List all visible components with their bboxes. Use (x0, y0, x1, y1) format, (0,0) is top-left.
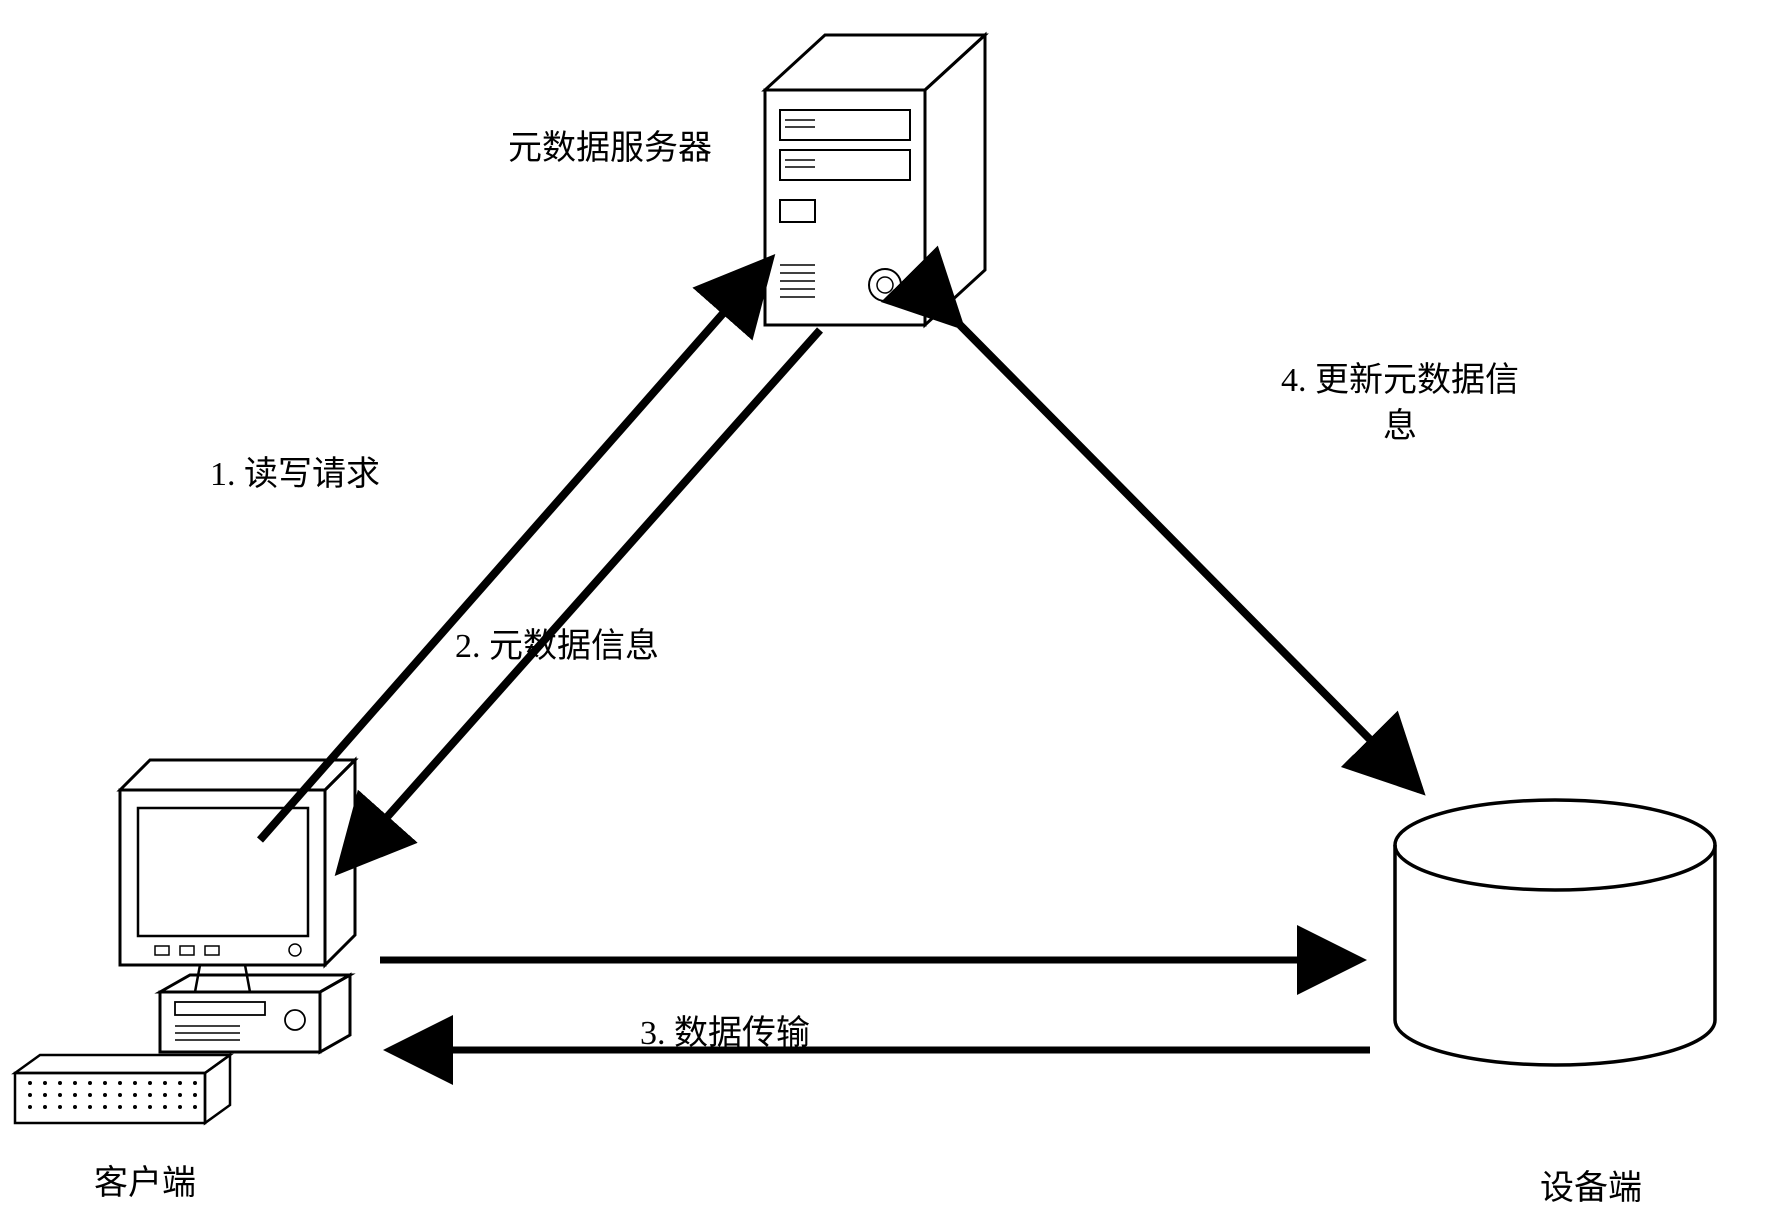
device-label: 设备端 (1540, 1160, 1642, 1209)
edge1-label: 1. 读写请求 (210, 446, 380, 495)
edge4-label-line2: 息 (1383, 408, 1417, 445)
edge3-label: 3. 数据传输 (640, 1005, 810, 1054)
arrows (0, 0, 1776, 1226)
edge4-label-line1: 4. 更新元数据信 (1281, 362, 1519, 399)
edge2-label: 2. 元数据信息 (455, 618, 659, 667)
network-diagram: 元数据服务器 客户端 设备端 1. 读写请求 2. 元数据信息 3. 数据传输 … (0, 0, 1776, 1226)
client-label: 客户端 (94, 1155, 196, 1204)
server-label: 元数据服务器 (508, 120, 712, 169)
edge4-label: 4. 更新元数据信 息 (1240, 358, 1560, 450)
